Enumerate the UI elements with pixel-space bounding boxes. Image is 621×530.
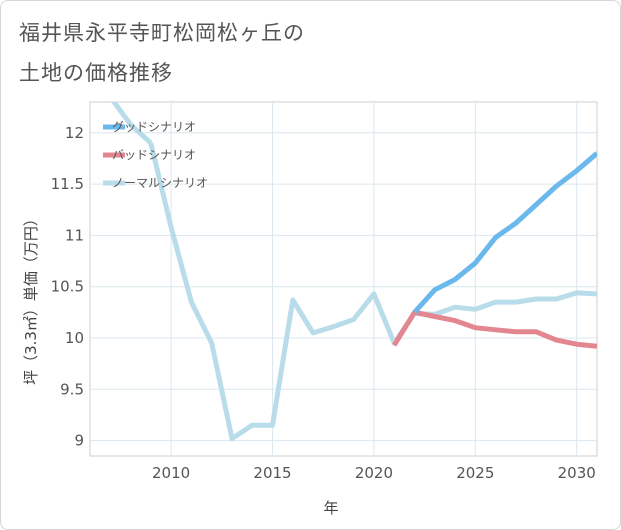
y-tick-label: 9 (74, 432, 84, 450)
y-tick-label: 9.5 (60, 380, 84, 398)
chart-title-line-2: 土地の価格推移 (19, 61, 173, 85)
series-line-ノーマルシナリオ (148, 142, 597, 442)
y-tick-label: 10 (65, 329, 84, 347)
y-axis-title: 坪（3.3㎡）単価（万円） (22, 211, 40, 385)
series-lines (110, 102, 597, 442)
axis-ticks: 2010 2015 2020 2025 2030 9 9.5 10 10.5 11 11.5 12 (51, 124, 596, 482)
y-tick-label: 11 (65, 226, 84, 244)
x-tick-label: 2015 (253, 464, 291, 482)
legend-label: ノーマルシナリオ (112, 176, 208, 190)
series-line-グッドシナリオ (412, 151, 597, 314)
y-tick-label: 11.5 (51, 175, 84, 193)
y-tick-label: 10.5 (51, 278, 84, 296)
series-line-バッドシナリオ (392, 309, 597, 349)
grid-lines (90, 102, 597, 456)
x-tick-label: 2020 (355, 464, 393, 482)
series-line-unlabeled (110, 102, 153, 145)
x-tick-label: 2030 (558, 464, 596, 482)
legend-label: グッドシナリオ (112, 120, 196, 134)
legend-label: バッドシナリオ (112, 148, 196, 162)
plot-area (89, 101, 598, 457)
x-tick-label: 2010 (152, 464, 190, 482)
x-axis-title: 年 (323, 499, 338, 517)
x-tick-label: 2025 (456, 464, 494, 482)
chart-title-line-1: 福井県永平寺町松岡松ヶ丘の (19, 21, 305, 45)
y-tick-label: 12 (65, 124, 84, 142)
